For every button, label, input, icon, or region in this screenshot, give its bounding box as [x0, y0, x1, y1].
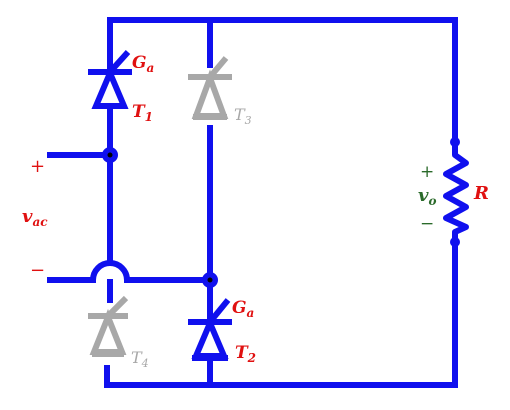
thyristor-t4	[88, 295, 129, 357]
source-label: vac	[22, 206, 48, 229]
t1-gate-line	[107, 49, 131, 75]
resistor-r	[443, 137, 469, 247]
t3-label: T3	[234, 105, 252, 127]
source-minus-sign: −	[30, 260, 45, 281]
vo-minus-sign: −	[420, 214, 434, 234]
t2-gate-label: Ga	[232, 298, 254, 320]
t1-label: T1	[132, 102, 153, 124]
thyristor-t1	[88, 49, 132, 109]
vo-plus-sign: +	[420, 162, 434, 182]
t4-label: T4	[131, 348, 149, 370]
thyristor-t3	[188, 56, 232, 120]
node-dot-lower-inner	[207, 277, 213, 283]
vo-label: vo	[418, 185, 436, 208]
source-plus-sign: +	[30, 156, 45, 177]
resistor-label: R	[473, 183, 489, 204]
t2-label: T2	[235, 343, 256, 365]
t2-gate-line	[207, 298, 231, 324]
source-minus-lead	[47, 260, 213, 283]
thyristor-t2	[188, 298, 232, 361]
t1-gate-label: Ga	[132, 53, 154, 75]
node-dot-upper-inner	[107, 152, 113, 158]
